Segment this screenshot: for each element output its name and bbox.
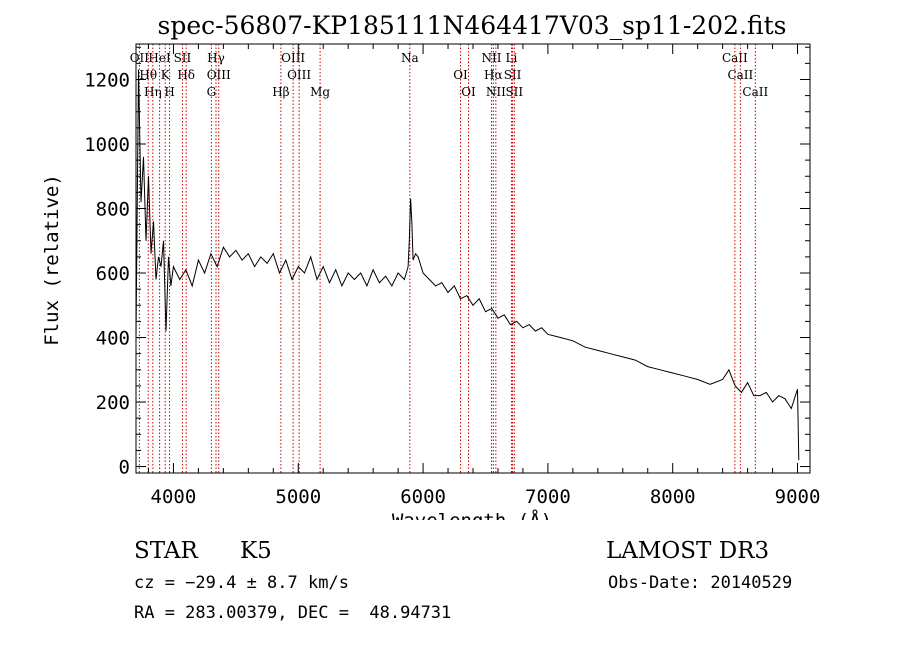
line-marker-label: Hγ (207, 51, 225, 65)
line-marker-label: Hθ (139, 68, 157, 82)
line-marker-label: Na (401, 51, 419, 65)
y-tick-label: 200 (96, 392, 130, 414)
x-axis: 4000 5000 6000 7000 8000 9000 (147, 44, 821, 508)
line-marker-label: SII (504, 68, 522, 82)
line-marker-label: Hη (144, 85, 162, 99)
x-tick-label: 9000 (775, 486, 821, 508)
line-marker-label: Mg (310, 85, 330, 99)
line-marker-label: OIII (207, 68, 231, 82)
line-marker-label: OI (453, 68, 468, 82)
line-marker-label: SII (505, 85, 523, 99)
line-marker-label: OIII (281, 51, 305, 65)
x-tick-label: 4000 (151, 486, 197, 508)
line-marker-label: K (161, 68, 171, 82)
line-markers: OII Hθ Hη HeI KH SII Hδ G Hγ OIII Hβ OIII OIII Mg Na OI… (130, 44, 768, 473)
x-axis-label: Wavelength (Å) (392, 509, 552, 520)
line-marker-label: Hβ (272, 85, 289, 99)
x-tick-label: 7000 (525, 486, 571, 508)
x-tick-label: 8000 (650, 486, 696, 508)
y-tick-label: 800 (96, 199, 130, 221)
line-marker-label: CaII (722, 51, 748, 65)
y-tick-label: 1000 (84, 134, 130, 156)
plot-frame (135, 43, 811, 474)
spectrum-series (135, 69, 800, 461)
line-marker-label: OIII (287, 68, 311, 82)
line-marker-label: HeI (148, 51, 171, 65)
line-marker-label: OI (461, 85, 476, 99)
line-marker-label: Hδ (177, 68, 195, 82)
object-subclass: K5 (240, 538, 272, 564)
line-marker-label: OII (130, 51, 150, 65)
line-marker-label: NII (486, 85, 506, 99)
line-marker-label: CaII (742, 85, 768, 99)
radial-velocity: cz = −29.4 ± 8.7 km/s (134, 573, 349, 593)
spectrum-line (135, 69, 800, 461)
x-tick-label: 5000 (275, 486, 321, 508)
y-axis: 0 200 400 600 800 1000 1200 (84, 46, 810, 479)
y-tick-label: 0 (119, 457, 130, 479)
y-tick-label: 1200 (84, 69, 130, 91)
line-marker-label: Li (506, 51, 518, 65)
line-marker-label: H (164, 85, 174, 99)
y-tick-label: 600 (96, 263, 130, 285)
object-class: STAR (134, 538, 198, 564)
survey-name: LAMOST DR3 (606, 538, 770, 564)
line-marker-label: Hα (484, 68, 503, 82)
observation-date: Obs-Date: 20140529 (608, 573, 793, 593)
spectrum-chart: spec-56807-KP185111N464417V03_sp11-202.f… (41, 11, 821, 520)
chart-title: spec-56807-KP185111N464417V03_sp11-202.f… (158, 11, 787, 40)
sky-coordinates: RA = 283.00379, DEC = 48.94731 (134, 603, 452, 623)
plot-area-border (135, 43, 811, 474)
line-marker-label: G (207, 85, 217, 99)
line-marker-label: CaII (727, 68, 753, 82)
line-marker-label: SII (174, 51, 192, 65)
x-tick-label: 6000 (400, 486, 446, 508)
line-marker-label: NII (481, 51, 501, 65)
y-tick-label: 400 (96, 328, 130, 350)
y-axis-label: Flux (relative) (41, 174, 63, 346)
